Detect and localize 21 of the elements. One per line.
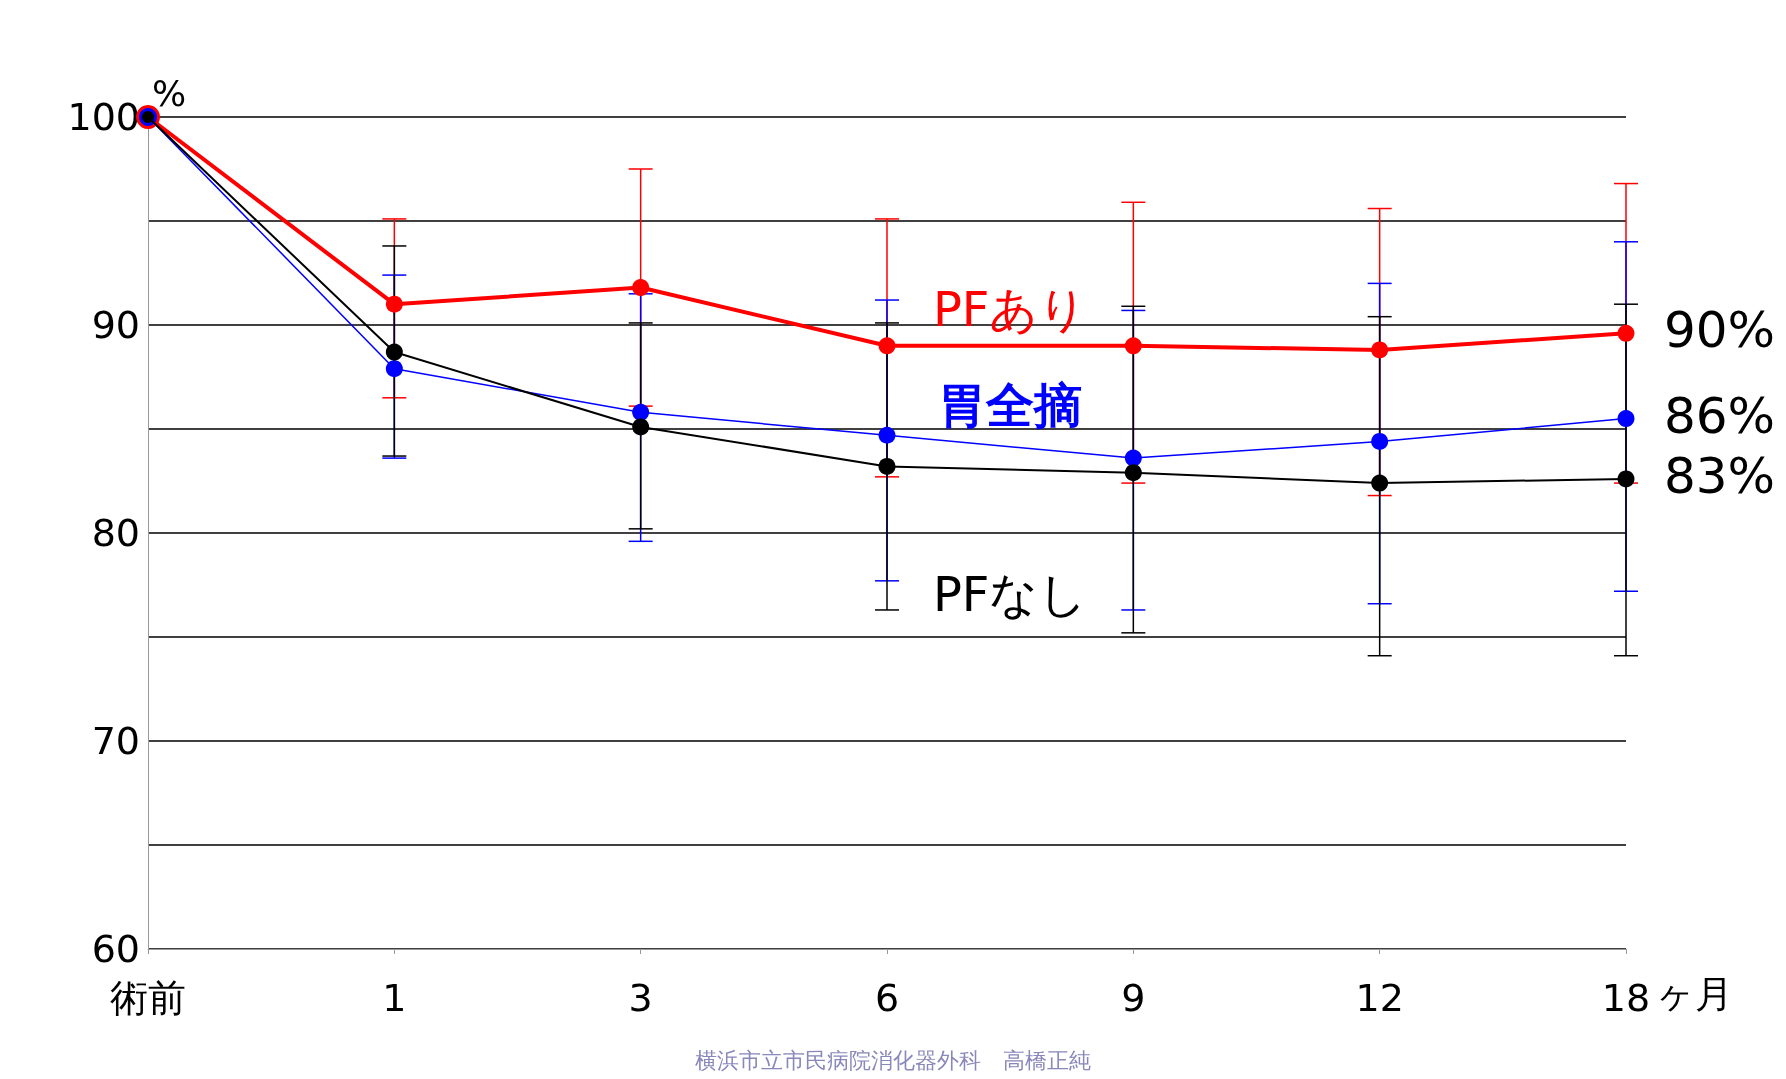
annotation: 83% [1664,446,1776,505]
y-tick-label: 80 [91,511,140,555]
y-tick-label: 70 [91,719,140,763]
text: 横浜市立市民病院消化器外科 高橋正純 [695,1047,1091,1073]
y-tick-label: 90 [91,303,140,347]
series-label: 胃全摘 [938,376,1083,433]
series-label: PFあり [932,280,1088,337]
x-tick-label: 6 [874,976,900,1020]
x-axis-title: ヶ月 [1656,972,1734,1016]
x-tick-label: 1 [382,976,407,1020]
x-tick-label: 3 [628,976,653,1020]
y-tick-label: 100 [67,95,140,139]
annotation: 90% [1664,301,1776,360]
x-tick-label: 術前 [110,976,186,1020]
y-tick-label: 60 [91,927,140,971]
x-tick-label: 18 [1601,976,1651,1020]
y-axis-title: % [152,72,187,114]
x-tick-label: 9 [1121,976,1146,1020]
annotation: 86% [1664,386,1776,445]
series-label: PFなし [932,565,1088,622]
x-tick-label: 12 [1355,976,1404,1020]
